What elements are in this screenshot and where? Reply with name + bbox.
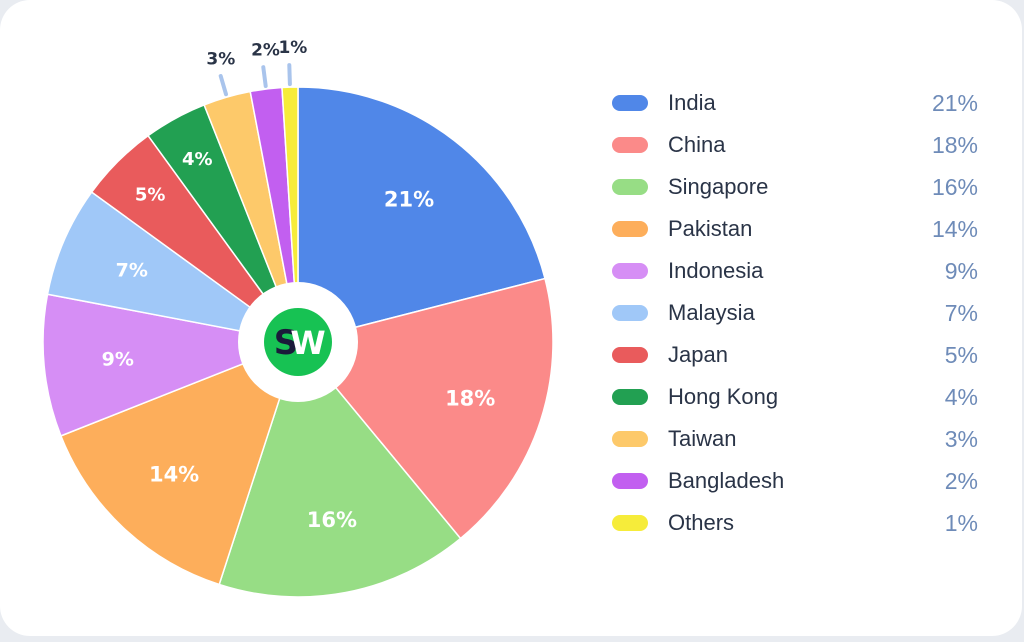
legend-label: Indonesia (668, 258, 764, 283)
sw-logo-letter-w: W (290, 324, 325, 362)
legend-item-bangladesh: Bangladesh 2% (612, 460, 978, 502)
slice-label-india: 21% (384, 187, 434, 211)
slice-label-pakistan: 14% (149, 462, 199, 486)
legend-swatch (612, 137, 648, 153)
legend-value: 21% (931, 89, 978, 116)
legend-value: 4% (944, 383, 978, 410)
legend-value: 3% (944, 425, 978, 452)
legend-label: Bangladesh (668, 468, 785, 493)
legend-item-taiwan: Taiwan 3% (612, 418, 978, 460)
legend-swatch (612, 95, 648, 111)
legend-label: Japan (668, 342, 728, 367)
legend-swatch (612, 263, 648, 279)
legend-value: 16% (931, 173, 978, 200)
legend-value: 5% (944, 341, 978, 368)
pie-slice-indonesia (42, 293, 301, 437)
pie-slice-pakistan (59, 340, 300, 586)
legend-swatch (612, 431, 648, 447)
sw-logo-letter-s: S (274, 323, 299, 363)
legend-value: 9% (944, 257, 978, 284)
legend-value: 7% (944, 299, 978, 326)
legend-item-china: China 18% (612, 124, 978, 166)
legend-item-singapore: Singapore 16% (612, 166, 978, 208)
slice-label-china: 18% (445, 386, 495, 410)
legend-label: China (668, 132, 726, 157)
legend-swatch (612, 305, 648, 321)
legend-swatch (612, 389, 648, 405)
legend: India 21% China 18% Singapore 16% Pakistan 14% I… (612, 82, 978, 544)
legend-swatch (612, 473, 648, 489)
slice-label-malaysia: 7% (116, 260, 148, 282)
leader-line-taiwan (218, 74, 228, 97)
slice-label-japan: 5% (135, 184, 166, 205)
legend-value: 14% (931, 215, 978, 242)
legend-value: 1% (944, 509, 978, 536)
pie-slice-malaysia (46, 191, 299, 343)
legend-value: 2% (944, 467, 978, 494)
legend-label: India (668, 90, 716, 115)
pie-slice-india (297, 86, 546, 343)
legend-item-japan: Japan 5% (612, 334, 978, 376)
legend-value: 18% (931, 131, 978, 158)
legend-item-india: India 21% (612, 82, 978, 124)
slice-label-hong-kong: 4% (182, 149, 213, 170)
slice-label-singapore: 16% (307, 508, 357, 532)
pie-slice-others (281, 86, 299, 343)
legend-label: Malaysia (668, 300, 755, 325)
legend-label: Pakistan (668, 216, 753, 241)
legend-item-others: Others 1% (612, 502, 978, 544)
leader-line-others (287, 63, 292, 87)
legend-swatch (612, 179, 648, 195)
legend-label: Taiwan (668, 426, 737, 451)
leader-line-bangladesh (261, 65, 268, 88)
slice-label-others: 1% (278, 38, 307, 58)
legend-item-indonesia: Indonesia 9% (612, 250, 978, 292)
legend-item-hong-kong: Hong Kong 4% (612, 376, 978, 418)
legend-swatch (612, 347, 648, 363)
sw-logo-circle (264, 308, 332, 376)
pie-chart: 21% 18% 16% 14% 9% 7% 5% 4% 3% 2%1% SW (42, 38, 554, 598)
slice-label-bangladesh: 2% (251, 40, 280, 60)
pie-slice-china (296, 277, 554, 540)
legend-swatch (612, 221, 648, 237)
slice-label-indonesia: 9% (102, 349, 134, 371)
legend-item-pakistan: Pakistan 14% (612, 208, 978, 250)
legend-swatch (612, 515, 648, 531)
legend-item-malaysia: Malaysia 7% (612, 292, 978, 334)
legend-label: Hong Kong (668, 384, 779, 409)
legend-label: Singapore (668, 174, 769, 199)
slice-label-taiwan: 3% (206, 50, 235, 70)
pie-slice-singapore (218, 340, 462, 598)
sw-logo: SW (264, 308, 332, 376)
legend-label: Others (668, 510, 735, 535)
